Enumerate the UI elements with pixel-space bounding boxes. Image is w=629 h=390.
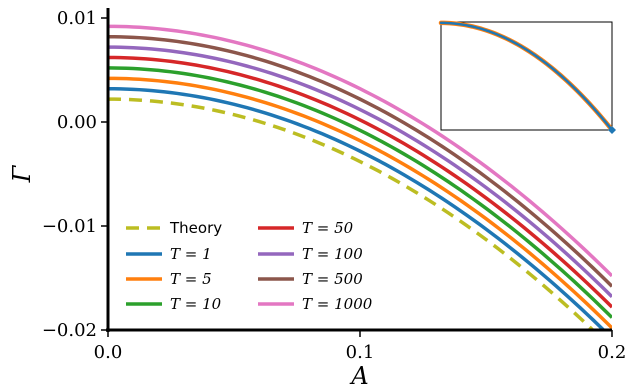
- series-line-0: [108, 97, 596, 330]
- legend: Theory T = 1 T = 5 T = 10 T = 50 T = 100 T = 5…: [126, 219, 373, 313]
- series-line-1: [108, 86, 607, 330]
- series-line-6: [108, 34, 612, 288]
- inset-frame: [440, 21, 613, 131]
- plot-area: [108, 24, 612, 330]
- y-tick-label: 0.01: [57, 8, 97, 29]
- legend-item: T = 500: [258, 270, 363, 288]
- legend-item: T = 50: [258, 219, 354, 237]
- inset-end-marker: [608, 126, 616, 134]
- x-tick-label: 0.0: [94, 342, 123, 363]
- series-line-7: [108, 24, 612, 278]
- ticks: 0.0 0.1 0.2 −0.02 −0.01 0.00 0.01: [42, 8, 626, 363]
- legend-label: T = 1000: [302, 295, 373, 313]
- legend-label: T = 5: [170, 270, 212, 288]
- legend-label: T = 10: [170, 295, 222, 313]
- series-line-4: [108, 55, 612, 309]
- y-axis-label: Γ: [8, 164, 36, 183]
- inset-series-line-1: [439, 21, 614, 132]
- legend-label: T = 100: [302, 245, 363, 263]
- series-line-2: [108, 76, 612, 330]
- y-tick-label: −0.02: [42, 320, 97, 341]
- legend-label: Theory: [169, 219, 222, 237]
- y-tick-label: 0.00: [57, 112, 97, 133]
- legend-item: T = 10: [126, 295, 222, 313]
- legend-item: T = 5: [126, 270, 212, 288]
- inset-plot: [438, 20, 616, 134]
- legend-label: T = 1: [170, 245, 212, 263]
- legend-item: T = 1000: [258, 295, 373, 313]
- x-tick-label: 0.1: [346, 342, 375, 363]
- x-tick-label: 0.2: [598, 342, 627, 363]
- legend-item: T = 100: [258, 245, 363, 263]
- legend-item: Theory: [126, 219, 222, 237]
- legend-item: T = 1: [126, 245, 212, 263]
- series-line-3: [108, 66, 612, 319]
- x-axis-label: A: [349, 362, 368, 390]
- legend-label: T = 500: [302, 270, 363, 288]
- legend-label: T = 50: [302, 219, 354, 237]
- y-tick-label: −0.01: [42, 216, 97, 237]
- series-line-5: [108, 45, 612, 298]
- axes: [106, 8, 612, 332]
